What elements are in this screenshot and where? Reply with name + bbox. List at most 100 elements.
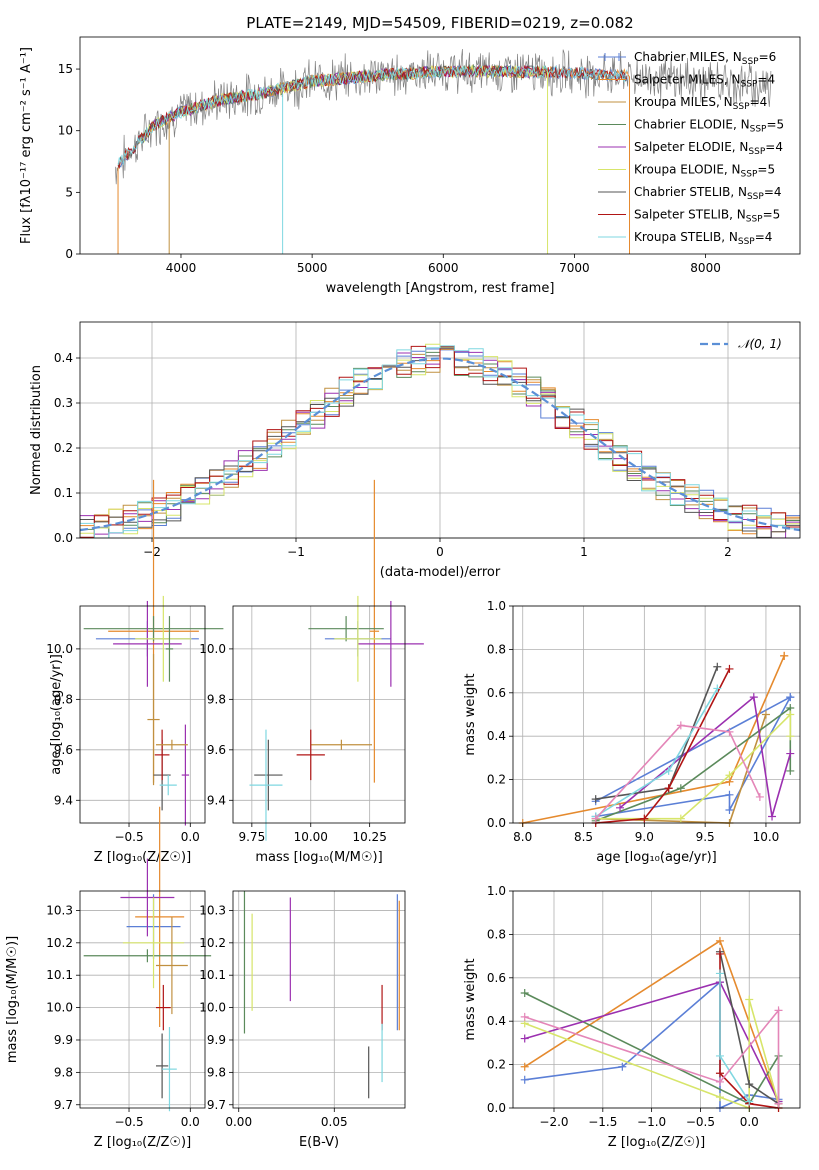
errorbar-point xyxy=(254,739,283,811)
x-tick-label: 0.0 xyxy=(740,1115,759,1129)
plot-area xyxy=(115,48,772,254)
x-tick-label: 9.75 xyxy=(238,830,265,844)
y-tick-label: 9.8 xyxy=(54,692,73,706)
x-tick-label: 7000 xyxy=(559,261,590,275)
weight-marker xyxy=(591,795,600,804)
x-axis-label: (data-model)/error xyxy=(380,565,501,580)
y-tick-label: 0.3 xyxy=(54,396,73,410)
y-tick-label: 15 xyxy=(58,62,73,76)
y-tick-label: 10.0 xyxy=(199,1001,226,1015)
weight-marker xyxy=(520,1075,529,1084)
weight-marker xyxy=(745,995,754,1004)
x-tick-label: 8000 xyxy=(690,261,721,275)
y-tick-label: 1.0 xyxy=(487,884,506,898)
x-tick-label: −1.5 xyxy=(588,1115,617,1129)
weight-marker xyxy=(520,1034,529,1043)
errorbar-point xyxy=(308,616,384,642)
errorbar-point xyxy=(296,729,325,781)
x-tick-label: −0.5 xyxy=(686,1115,715,1129)
y-tick-label: 10 xyxy=(58,124,73,138)
y-tick-label: 0.0 xyxy=(54,531,73,545)
axes-frame xyxy=(79,36,801,255)
weight-marker xyxy=(715,1069,724,1078)
y-tick-label: 9.7 xyxy=(207,1098,226,1112)
x-tick-label: 9.0 xyxy=(635,830,654,844)
x-axis-label: age [log₁₀(age/yr)] xyxy=(596,850,717,865)
plot-area xyxy=(518,651,795,827)
legend-label: Salpeter MILES, NSSP=4 xyxy=(634,73,775,90)
weight-marker xyxy=(774,1099,783,1108)
model-spectrum xyxy=(117,65,628,166)
weight-marker xyxy=(786,749,795,758)
y-tick-label: 0.6 xyxy=(487,686,506,700)
y-tick-label: 0.8 xyxy=(487,927,506,941)
weight-series xyxy=(715,969,754,1106)
errorbar-point xyxy=(113,600,182,687)
axes-frame xyxy=(512,605,801,824)
errorbar-point xyxy=(155,1033,169,1099)
plot-area xyxy=(249,479,424,841)
weight-marker xyxy=(664,784,673,793)
y-tick-label: 0 xyxy=(65,247,73,261)
y-tick-label: 9.9 xyxy=(207,1033,226,1047)
legend-label: Chabrier STELIB, NSSP=4 xyxy=(634,185,782,202)
y-tick-label: 10.2 xyxy=(199,936,226,950)
weight-marker xyxy=(749,693,758,702)
weight-marker xyxy=(715,936,724,945)
weight-marker xyxy=(745,1097,754,1106)
axes-frame xyxy=(232,605,406,824)
errorbar-point xyxy=(135,595,192,682)
y-axis-label: Normed distribution xyxy=(29,365,44,495)
plot-area xyxy=(243,891,400,1099)
y-axis-label: mass weight xyxy=(463,958,478,1040)
x-tick-label: 0.00 xyxy=(225,1115,252,1129)
weight-marker xyxy=(715,949,724,958)
x-tick-label: 2 xyxy=(724,545,732,559)
y-axis-label: mass [log₁₀(M/M☉)] xyxy=(5,936,20,1063)
y-tick-label: 0.2 xyxy=(487,773,506,787)
weight-marker xyxy=(786,766,795,775)
weight-marker xyxy=(676,814,685,823)
legend-label: Salpeter ELODIE, NSSP=4 xyxy=(634,140,783,157)
errorbar-point xyxy=(310,739,373,750)
x-axis-label: Z [log₁₀(Z/Z☉)] xyxy=(94,850,191,865)
errorbar-point xyxy=(155,984,171,1031)
weight-marker xyxy=(725,790,734,799)
errorbar-point xyxy=(83,616,224,642)
x-tick-label: 0 xyxy=(436,545,444,559)
weight-series xyxy=(591,721,764,823)
x-tick-label: −2.0 xyxy=(539,1115,568,1129)
y-tick-label: 10.1 xyxy=(199,968,226,982)
weight-line xyxy=(524,1008,780,1104)
errorbar-point xyxy=(369,479,380,783)
x-tick-label: 10.25 xyxy=(352,830,386,844)
errorbar-point xyxy=(122,897,185,989)
y-tick-label: 5 xyxy=(65,185,73,199)
errorbar-point xyxy=(120,858,175,937)
errorbar-point xyxy=(159,775,177,796)
y-tick-label: 0.2 xyxy=(487,1058,506,1072)
weight-marker xyxy=(786,710,795,719)
x-tick-label: 6000 xyxy=(428,261,459,275)
errorbar-point xyxy=(135,806,185,1028)
figure-title: PLATE=2149, MJD=54509, FIBERID=0219, z=0… xyxy=(246,14,633,32)
weight-series xyxy=(591,693,795,821)
x-tick-label: −0.5 xyxy=(114,830,143,844)
panel-4: 8.0 8.5 9.0 9.5 10.0 0.0 0.2 0.4 0.6 0.8 1.0 age [l… xyxy=(463,599,801,865)
plot-area xyxy=(83,806,212,1112)
errorbar-point xyxy=(162,1027,177,1112)
y-tick-label: 0.4 xyxy=(54,351,73,365)
y-tick-label: 9.8 xyxy=(54,1065,73,1079)
errorbar-point xyxy=(147,653,160,786)
y-tick-label: 0.4 xyxy=(487,729,506,743)
y-tick-label: 9.8 xyxy=(207,1065,226,1079)
x-axis-label: Z [log₁₀(Z/Z☉)] xyxy=(94,1135,191,1150)
x-tick-label: 8.5 xyxy=(574,830,593,844)
x-tick-label: 0.0 xyxy=(181,830,200,844)
errorbar-point xyxy=(155,916,188,1015)
axes-frame xyxy=(512,890,801,1109)
y-axis-label: age [log₁₀(age/yr)] xyxy=(49,654,64,775)
weight-marker xyxy=(768,812,777,821)
x-tick-label: 10.0 xyxy=(753,830,780,844)
x-tick-label: 4000 xyxy=(166,261,197,275)
